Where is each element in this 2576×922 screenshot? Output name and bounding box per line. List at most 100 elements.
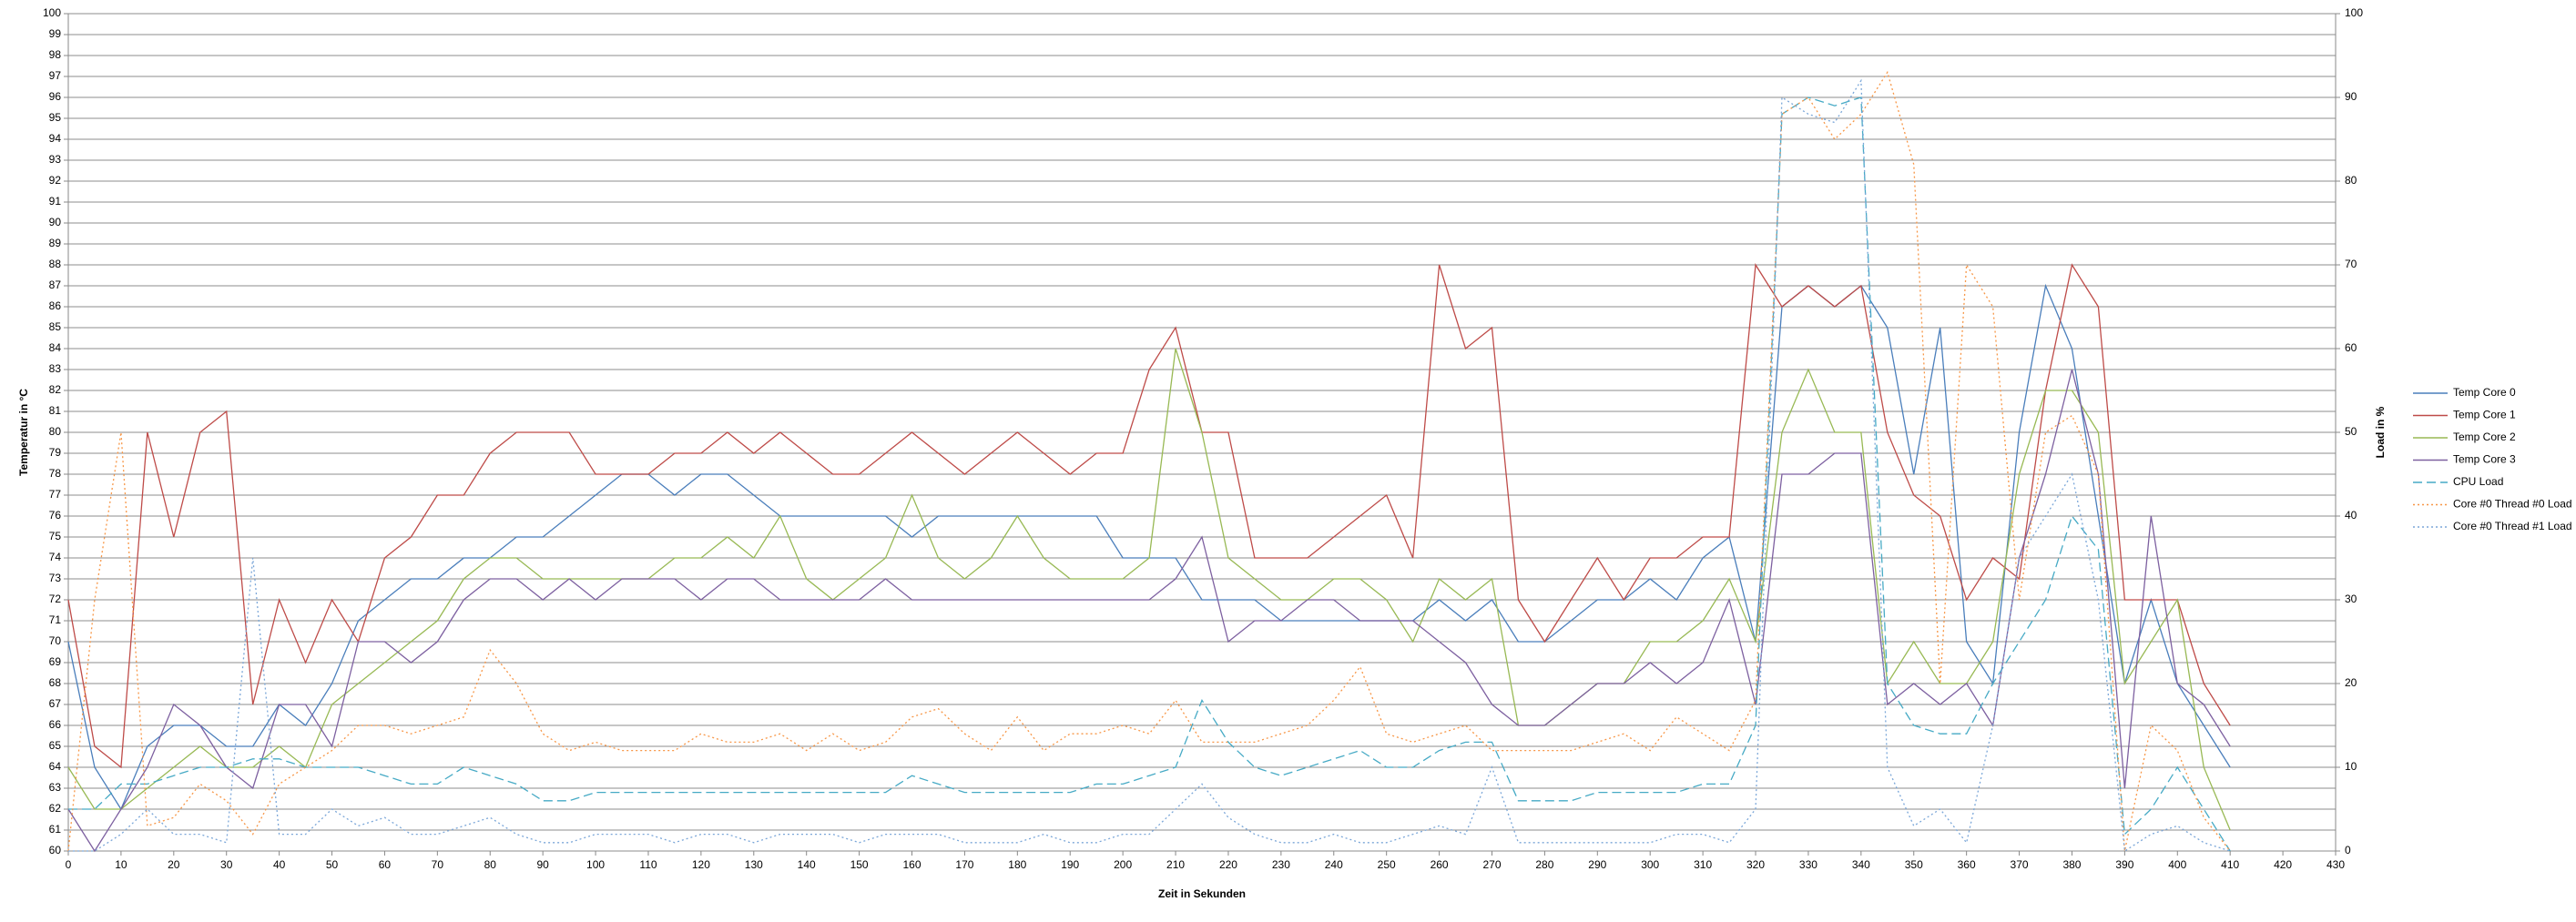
- y-tick-label: 66: [49, 718, 62, 731]
- y-tick-label: 68: [49, 676, 62, 689]
- x-tick-label: 210: [1166, 858, 1185, 871]
- y-tick-label: 86: [49, 299, 62, 312]
- x-tick-label: 390: [2115, 858, 2133, 871]
- series-line: [67, 369, 2231, 853]
- x-tick-label: 120: [692, 858, 710, 871]
- y-tick-label: 80: [49, 425, 62, 438]
- x-tick-label: 20: [168, 858, 180, 871]
- x-tick-label: 350: [1905, 858, 1923, 871]
- y2-axis-title: Load in %: [2374, 406, 2387, 458]
- y-tick-label: 82: [49, 383, 62, 396]
- y-tick-label: 73: [49, 572, 62, 584]
- series-line: [67, 263, 2231, 769]
- x-tick-label: 250: [1378, 858, 1396, 871]
- x-tick-label: 330: [1799, 858, 1817, 871]
- y-tick-label: 71: [49, 613, 62, 626]
- y2-tick-label: 80: [2345, 174, 2357, 187]
- y-tick-label: 99: [49, 27, 62, 40]
- y2-tick-label: 0: [2345, 844, 2351, 856]
- y-tick-label: 79: [49, 446, 62, 459]
- series-line: [68, 78, 2231, 853]
- x-tick-label: 10: [115, 858, 127, 871]
- y-tick-label: 85: [49, 320, 62, 333]
- x-tick-label: 410: [2221, 858, 2239, 871]
- x-tick-label: 360: [1958, 858, 1976, 871]
- x-tick-label: 70: [432, 858, 444, 871]
- y2-tick-label: 90: [2345, 90, 2357, 103]
- x-tick-label: 420: [2274, 858, 2292, 871]
- x-tick-label: 260: [1431, 858, 1449, 871]
- x-tick-label: 370: [2011, 858, 2029, 871]
- x-tick-label: 170: [955, 858, 973, 871]
- y2-tick-label: 10: [2345, 760, 2357, 773]
- x-tick-label: 200: [1114, 858, 1132, 871]
- y-tick-label: 95: [49, 111, 62, 124]
- y-tick-label: 91: [49, 195, 62, 208]
- y-tick-label: 63: [49, 781, 62, 794]
- legend-label: Temp Core 0: [2453, 386, 2516, 399]
- x-tick-label: 290: [1588, 858, 1606, 871]
- x-tick-label: 100: [586, 858, 605, 871]
- y-tick-label: 88: [49, 258, 62, 270]
- x-tick-label: 150: [850, 858, 869, 871]
- y2-tick-label: 20: [2345, 676, 2357, 689]
- y2-tick-label: 70: [2345, 258, 2357, 270]
- y-tick-label: 78: [49, 467, 62, 480]
- x-tick-label: 400: [2168, 858, 2186, 871]
- y-tick-label: 92: [49, 174, 62, 187]
- x-tick-label: 230: [1272, 858, 1290, 871]
- y-tick-label: 76: [49, 509, 62, 522]
- x-tick-label: 310: [1694, 858, 1712, 871]
- x-tick-label: 110: [639, 858, 657, 871]
- y-tick-label: 98: [49, 48, 62, 61]
- x-tick-label: 130: [745, 858, 763, 871]
- y-tick-label: 64: [49, 760, 62, 773]
- x-axis-title: Zeit in Sekunden: [1158, 887, 1246, 900]
- y-axis-title: Temperatur in °C: [17, 389, 30, 476]
- legend-label: Core #0 Thread #1 Load: [2453, 520, 2572, 532]
- y-tick-label: 72: [49, 593, 62, 605]
- x-tick-label: 80: [484, 858, 497, 871]
- legend-label: Core #0 Thread #0 Load: [2453, 498, 2572, 511]
- x-tick-label: 340: [1852, 858, 1870, 871]
- y-tick-label: 75: [49, 530, 62, 542]
- y-tick-label: 65: [49, 739, 62, 752]
- x-tick-label: 50: [326, 858, 339, 871]
- y-tick-label: 70: [49, 634, 62, 647]
- x-tick-label: 30: [220, 858, 233, 871]
- series-line: [67, 348, 2231, 831]
- y-tick-label: 90: [49, 216, 62, 228]
- y2-tick-label: 100: [2345, 6, 2363, 19]
- x-tick-label: 140: [798, 858, 816, 871]
- y-tick-label: 100: [43, 6, 61, 19]
- y-tick-label: 69: [49, 655, 62, 668]
- series-line: [68, 96, 2231, 852]
- legend-label: Temp Core 1: [2453, 409, 2516, 421]
- y-tick-label: 96: [49, 90, 62, 103]
- series-line: [67, 283, 2231, 811]
- y-tick-label: 83: [49, 362, 62, 375]
- legend-label: Temp Core 3: [2453, 453, 2516, 466]
- x-tick-label: 430: [2327, 858, 2345, 871]
- y2-tick-label: 50: [2345, 425, 2357, 438]
- x-tick-label: 280: [1535, 858, 1553, 871]
- x-tick-label: 0: [66, 858, 72, 871]
- x-tick-label: 190: [1061, 858, 1079, 871]
- legend-label: CPU Load: [2453, 475, 2503, 488]
- x-tick-label: 270: [1482, 858, 1501, 871]
- y-tick-label: 93: [49, 153, 62, 166]
- x-tick-label: 220: [1219, 858, 1237, 871]
- x-tick-label: 160: [902, 858, 921, 871]
- y-tick-label: 87: [49, 279, 62, 291]
- y-tick-label: 60: [49, 844, 62, 856]
- x-tick-label: 60: [379, 858, 392, 871]
- legend-label: Temp Core 2: [2453, 431, 2516, 443]
- x-tick-label: 180: [1008, 858, 1026, 871]
- y-tick-label: 89: [49, 237, 62, 249]
- series-line: [67, 70, 2231, 852]
- x-tick-label: 40: [273, 858, 286, 871]
- y2-tick-label: 40: [2345, 509, 2357, 522]
- y-tick-label: 94: [49, 132, 62, 145]
- y-tick-label: 84: [49, 341, 62, 354]
